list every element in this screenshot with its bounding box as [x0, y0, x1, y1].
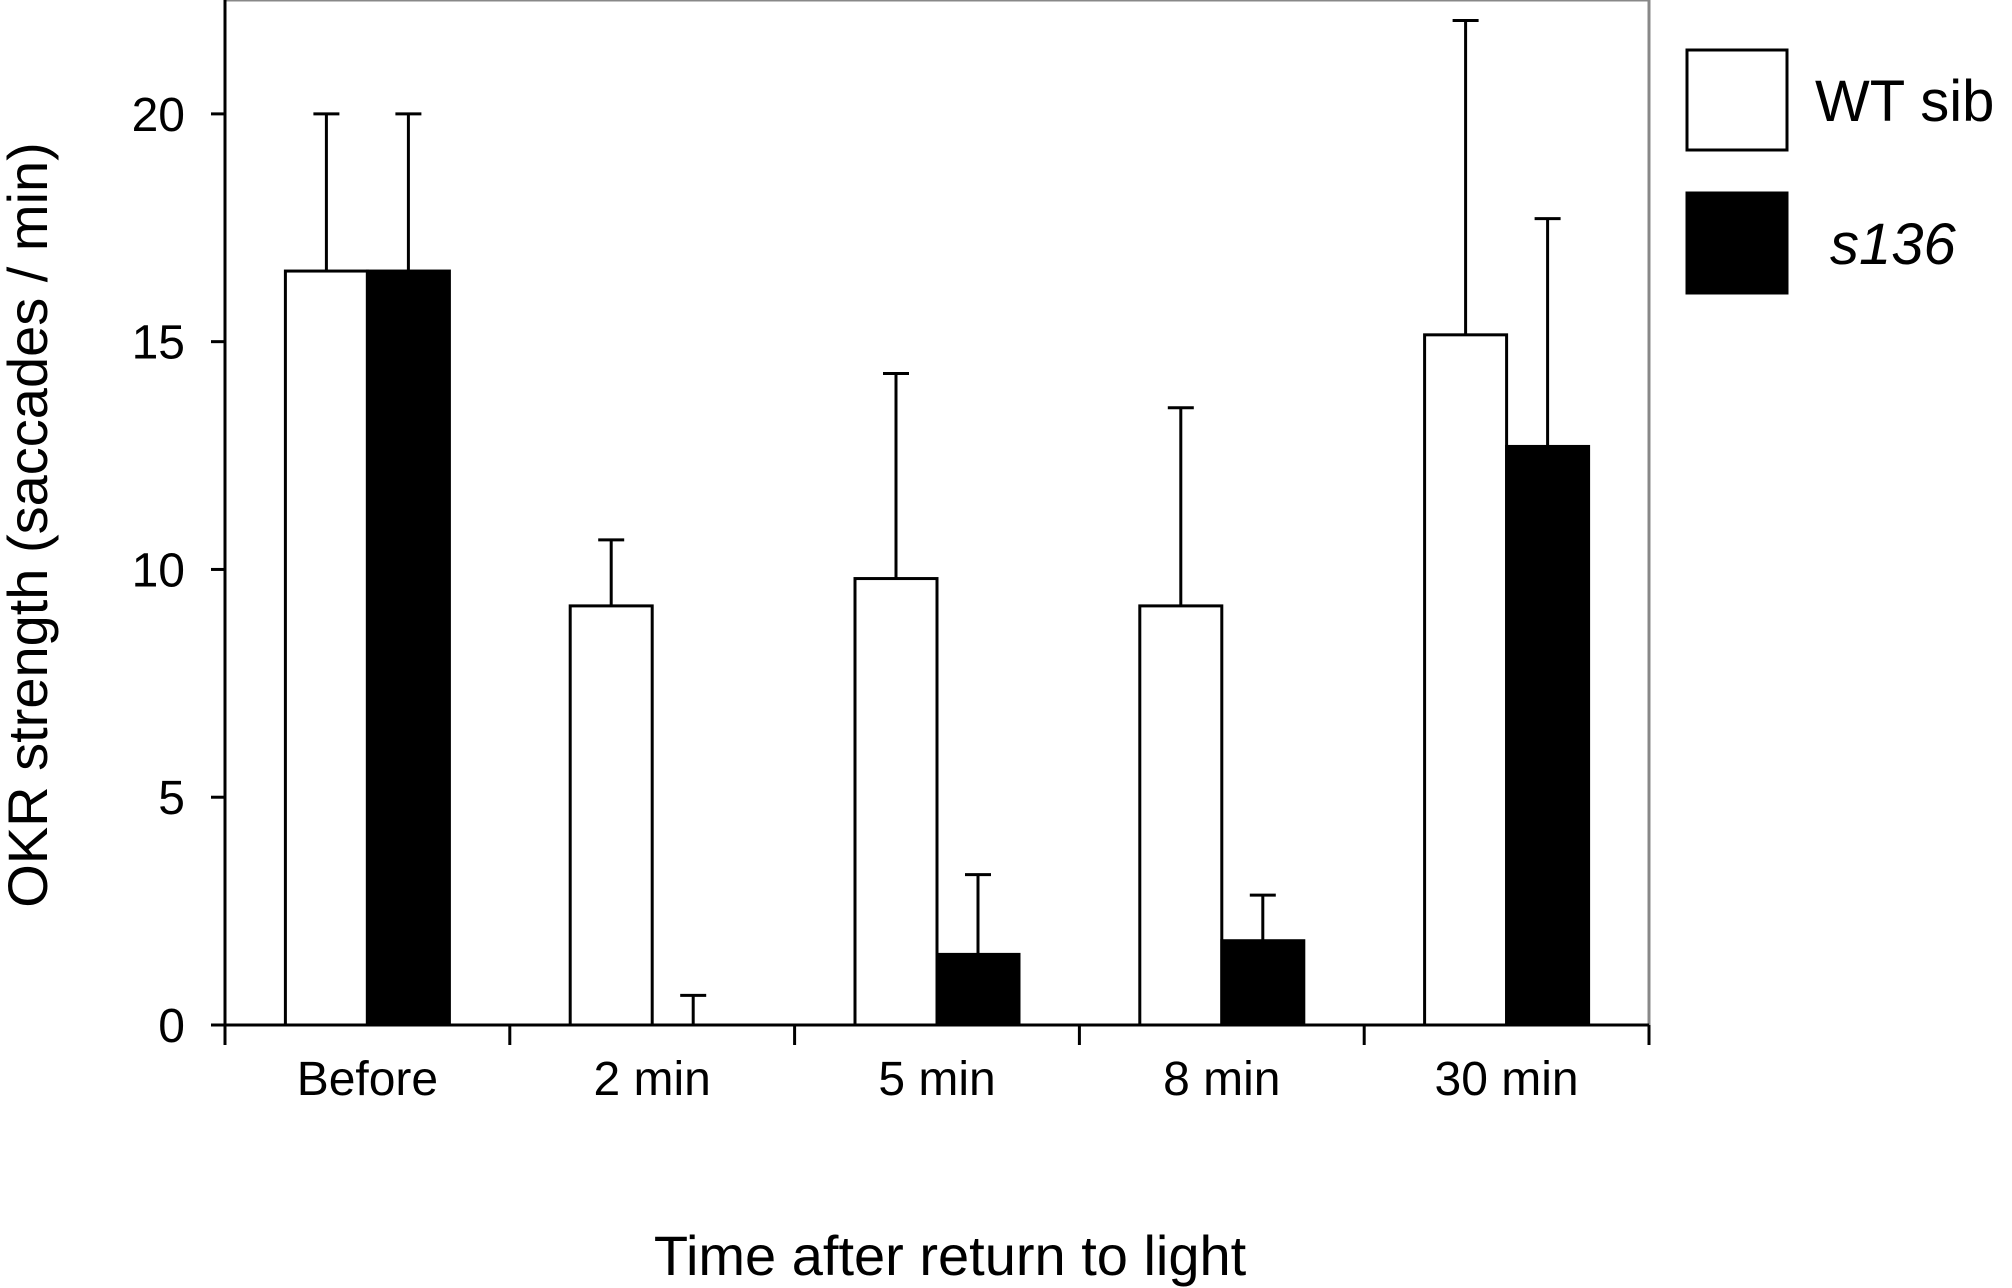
bar-s136-4 — [1220, 939, 1306, 1027]
bar-wt-sib-3 — [853, 577, 939, 1027]
y-axis-title: OKR strength (saccades / min) — [0, 142, 59, 908]
x-tick-label-4: 8 min — [1163, 1053, 1280, 1106]
y-tick-label-5: 5 — [158, 772, 185, 825]
bar-wt-sib-2 — [568, 604, 654, 1027]
bar-s136-5 — [1505, 444, 1591, 1027]
y-tick-label-10: 10 — [132, 544, 185, 597]
bar-s136-1 — [365, 269, 451, 1027]
x-tick-label-5: 30 min — [1435, 1053, 1579, 1106]
legend-swatch-wt-sib — [1685, 48, 1789, 152]
x-tick-label-2: 2 min — [594, 1053, 711, 1106]
bars-group — [283, 269, 1591, 1027]
bar-s136-3 — [935, 952, 1021, 1027]
y-ticks-group: 0 5 10 15 20 — [132, 89, 225, 1053]
x-tick-label-3: 5 min — [878, 1053, 995, 1106]
y-tick-label-0: 0 — [158, 1000, 185, 1053]
error-bars-group — [313, 19, 1561, 1025]
y-tick-label-15: 15 — [132, 317, 185, 370]
bar-wt-sib-5 — [1423, 333, 1509, 1027]
legend: WT sib s136 — [1685, 48, 1994, 295]
legend-label-wt-sib: WT sib — [1815, 69, 1994, 134]
y-tick-label-20: 20 — [132, 89, 185, 142]
x-tick-label-1: Before — [297, 1053, 438, 1106]
x-ticks-group: Before 2 min 5 min 8 min 30 min — [223, 1025, 1651, 1106]
x-axis-title: Time after return to light — [654, 1224, 1247, 1287]
legend-label-s136: s136 — [1830, 212, 1957, 277]
bar-wt-sib-1 — [283, 269, 369, 1027]
bar-wt-sib-4 — [1138, 604, 1224, 1027]
legend-swatch-s136 — [1685, 191, 1789, 295]
